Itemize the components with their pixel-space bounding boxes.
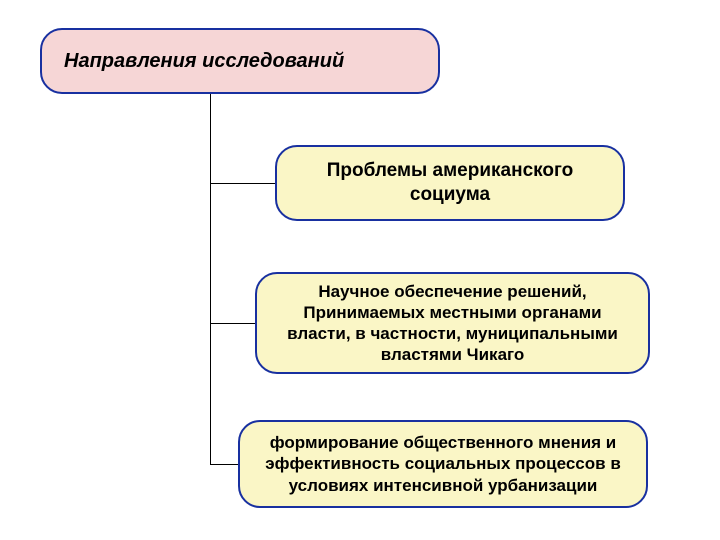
connector-branch-3 [210,464,238,465]
connector-branch-1 [210,183,275,184]
child-2-label: Научное обеспечение решений, Принимаемых… [271,281,634,366]
child-3-label: формирование общественного мнения и эффе… [254,432,632,496]
root-label: Направления исследований [64,49,344,74]
child-1-label: Проблемы американского социума [291,159,609,207]
connector-branch-2 [210,323,255,324]
child-node-3: формирование общественного мнения и эффе… [238,420,648,508]
root-node: Направления исследований [40,28,440,94]
child-node-1: Проблемы американского социума [275,145,625,221]
child-node-2: Научное обеспечение решений, Принимаемых… [255,272,650,374]
connector-trunk [210,94,211,464]
